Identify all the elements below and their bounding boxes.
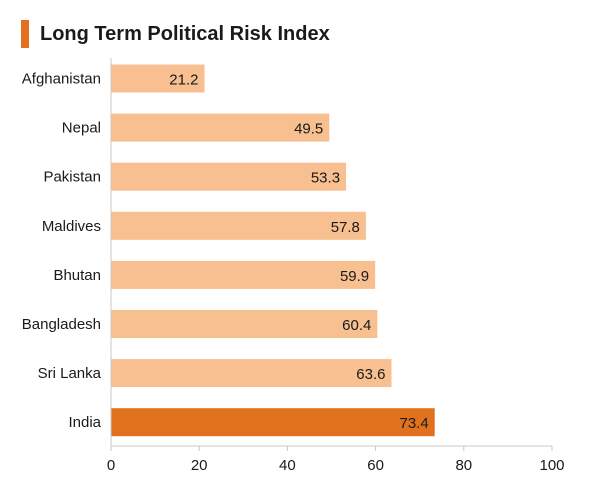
category-label: Pakistan — [43, 169, 101, 186]
category-label: Afghanistan — [22, 71, 101, 88]
value-label: 59.9 — [340, 268, 369, 285]
value-label: 49.5 — [294, 121, 323, 138]
category-labels-group: Afghanistan Nepal Pakistan Maldives Bhutan Ba… — [22, 71, 102, 432]
value-label: 53.3 — [311, 170, 340, 187]
x-tick-label: 0 — [107, 457, 115, 474]
bar-sri-lanka — [111, 359, 392, 388]
x-tick-labels-group: 0 20 40 60 80 100 — [107, 457, 565, 474]
value-labels-group: 21.2 49.5 53.3 57.8 59.9 60.4 63.6 73.4 — [169, 72, 428, 433]
category-label: Maldives — [42, 218, 101, 235]
bar-afghanistan — [111, 64, 205, 93]
bars-group — [111, 64, 435, 437]
x-tick-label: 60 — [367, 457, 384, 474]
x-tick-label: 100 — [539, 457, 564, 474]
category-label: Nepal — [62, 120, 101, 137]
bar-pakistan — [111, 162, 347, 191]
bar-bhutan — [111, 260, 376, 289]
value-label: 21.2 — [169, 72, 198, 89]
category-label: India — [68, 414, 101, 431]
bar-india — [111, 408, 435, 437]
category-label: Sri Lanka — [38, 365, 102, 382]
axes-group — [110, 58, 553, 451]
x-tick-label: 40 — [279, 457, 296, 474]
category-label: Bhutan — [53, 267, 101, 284]
value-label: 60.4 — [342, 317, 371, 334]
chart-title: Long Term Political Risk Index — [40, 23, 330, 45]
value-label: 63.6 — [356, 366, 385, 383]
value-label: 73.4 — [399, 415, 428, 432]
bar-maldives — [111, 211, 366, 240]
bar-bangladesh — [111, 310, 378, 338]
value-label: 57.8 — [331, 219, 360, 236]
bar-nepal — [111, 113, 330, 142]
title-accent-bar — [21, 20, 29, 48]
x-tick-label: 80 — [455, 457, 472, 474]
x-tick-label: 20 — [191, 457, 208, 474]
category-label: Bangladesh — [22, 316, 101, 333]
